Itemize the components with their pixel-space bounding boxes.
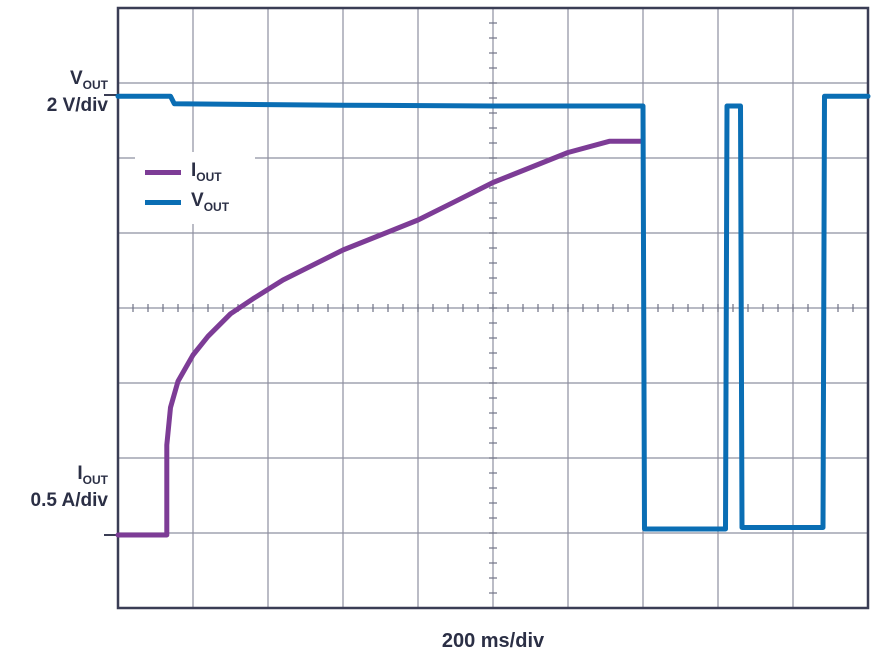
iout-channel-label: IOUT: [77, 463, 108, 487]
iout-scale-label: 0.5 A/div: [30, 490, 108, 511]
legend-swatch-vout: [145, 200, 181, 205]
x-axis-label: 200 ms/div: [441, 630, 545, 652]
vout-channel-label: VOUT: [70, 68, 108, 92]
vout-scale-label: 2 V/div: [46, 95, 108, 116]
legend-label-vout: VOUT: [191, 190, 230, 214]
vout-sub: OUT: [82, 78, 108, 92]
traces: [115, 93, 871, 538]
center-axis-ticks: [117, 7, 869, 609]
legend-label-iout: IOUT: [191, 160, 222, 184]
series-trace-i-out: [115, 138, 646, 538]
legend: IOUT VOUT: [135, 152, 255, 224]
vout-name: V: [69, 68, 83, 89]
iout-name: I: [77, 463, 83, 484]
plot-frame: [116, 6, 870, 610]
legend-swatch-iout: [145, 170, 181, 175]
iout-sub: OUT: [82, 473, 108, 487]
series-trace-v-out: [115, 93, 871, 532]
